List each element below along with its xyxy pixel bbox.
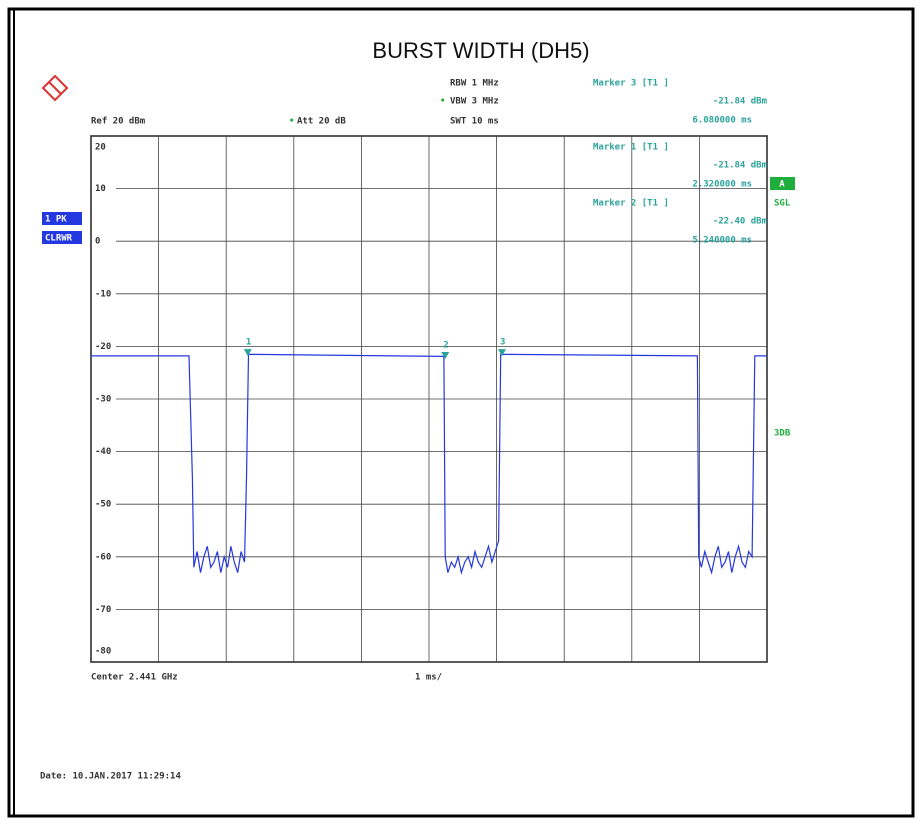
marker-label: 2	[443, 341, 448, 351]
y-tick-label: -70	[95, 605, 111, 615]
tick-label-bg	[92, 446, 116, 457]
span: 1 ms/	[415, 673, 442, 683]
marker	[243, 349, 252, 357]
tick-label-bg	[92, 236, 116, 247]
center: Center 2.441 GHz	[91, 673, 178, 683]
tick-label-bg	[92, 341, 116, 352]
tick-label-bg	[92, 183, 116, 194]
chart-title: BURST WIDTH (DH5)	[372, 38, 589, 63]
tick-label-bg	[92, 499, 116, 510]
y-tick-label: -60	[95, 552, 111, 562]
rbw: RBW 1 MHz	[450, 79, 499, 89]
marker	[441, 352, 450, 360]
tick-label-bg	[92, 394, 116, 404]
dot: •	[289, 117, 294, 127]
marker-time: 2.320000 ms	[692, 180, 752, 190]
y-tick-label: 20	[95, 143, 106, 153]
att: Att 20 dB	[297, 117, 346, 127]
swt: SWT 10 ms	[450, 117, 499, 127]
marker-label: 1	[246, 338, 251, 348]
y-tick-label: -40	[95, 447, 111, 457]
y-tick-label: -30	[95, 395, 111, 405]
y-tick-label: -50	[95, 500, 111, 510]
a-box	[770, 177, 795, 190]
tick-label-bg	[92, 551, 116, 562]
vbw: VBW 3 MHz	[450, 97, 499, 107]
marker-level: -21.84 dBm	[713, 161, 768, 171]
ref: Ref 20 dBm	[91, 117, 146, 127]
marker-title: Marker 3 [T1 ]	[593, 79, 669, 89]
y-tick-label: -20	[95, 342, 111, 352]
trace	[91, 353, 767, 575]
y-tick-label: -80	[95, 647, 111, 657]
mode: CLRWR	[45, 234, 73, 244]
dot: •	[440, 97, 445, 107]
marker-time: 6.080000 ms	[692, 116, 752, 126]
mode-box	[42, 231, 82, 244]
marker	[498, 349, 507, 357]
tick-label-bg	[92, 604, 116, 615]
marker-level: -21.84 dBm	[713, 97, 768, 107]
marker-title: Marker 2 [T1 ]	[593, 199, 669, 209]
tick-label-bg	[92, 288, 116, 299]
marker-label: 3	[500, 338, 505, 348]
marker-time: 5.240000 ms	[692, 236, 752, 246]
marker-level: -22.40 dBm	[713, 217, 768, 227]
y-tick-label: -10	[95, 289, 111, 299]
date: Date: 10.JAN.2017 11:29:14	[40, 772, 181, 782]
trace: 1 PK	[45, 215, 67, 225]
logo	[41, 74, 69, 102]
y-tick-label: 10	[95, 184, 106, 194]
a-label: A	[779, 180, 785, 190]
tick-label-bg	[92, 142, 116, 152]
db: 3DB	[774, 429, 791, 439]
trace-box	[42, 212, 82, 225]
y-tick-label: 0	[95, 237, 100, 247]
sgl: SGL	[774, 199, 791, 209]
tick-label-bg	[92, 646, 116, 656]
marker-title: Marker 1 [T1 ]	[593, 143, 669, 153]
